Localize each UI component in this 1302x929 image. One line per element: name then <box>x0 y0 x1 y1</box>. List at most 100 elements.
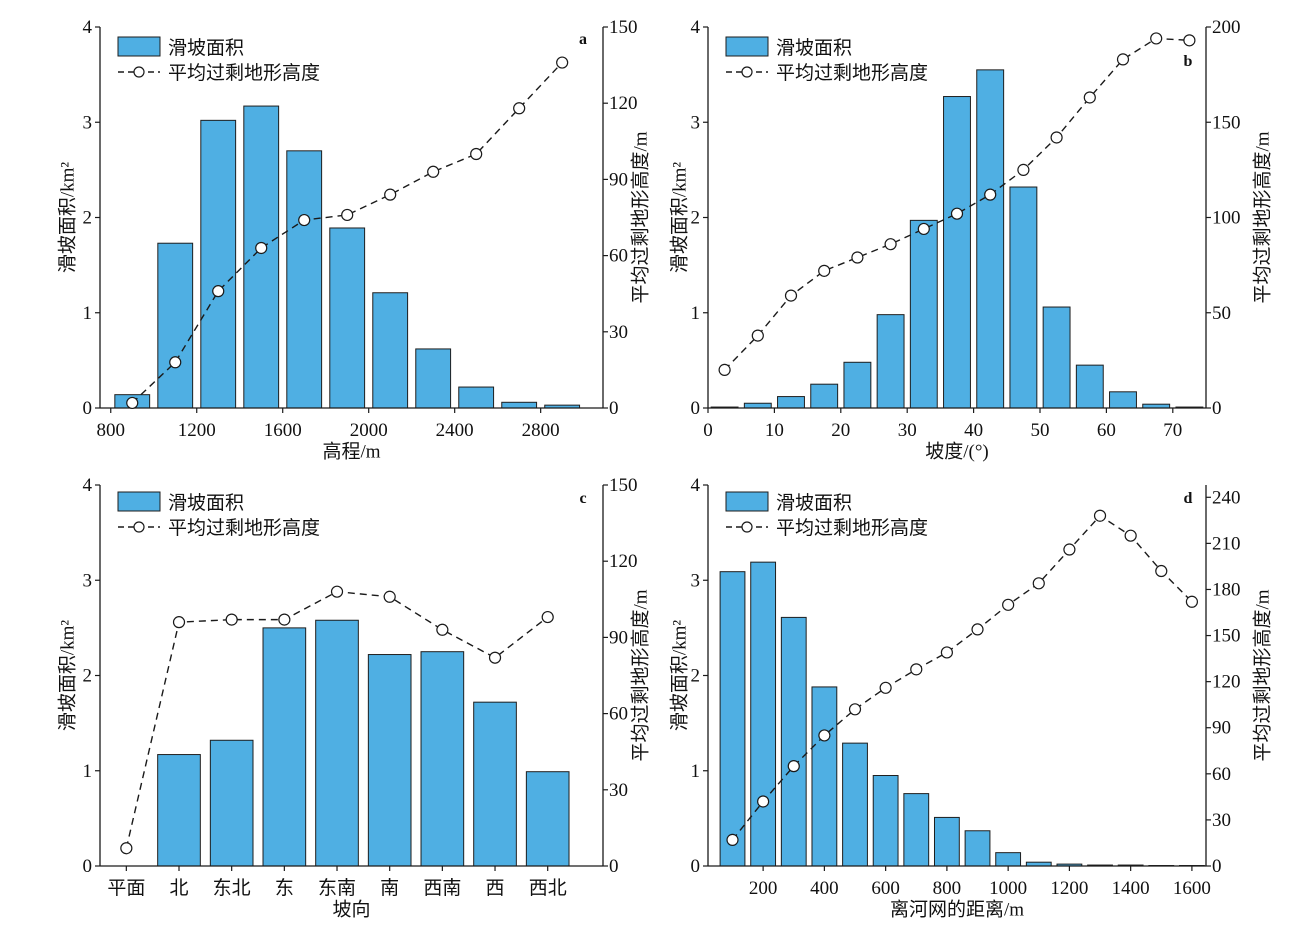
panel-c: 平面 北 东北 东 东南 南 西南 西 西北 0 1 2 3 4 0 30 60 90 120 150 坡向 滑坡面积/k… <box>57 475 652 921</box>
x-tick-label: 西 <box>486 878 505 899</box>
line-point <box>787 760 800 773</box>
line-point <box>330 585 344 598</box>
bar <box>415 348 452 409</box>
bar <box>329 227 366 409</box>
y2-tick-label: 60 <box>1212 764 1231 785</box>
y2-tick-label: 0 <box>609 856 619 877</box>
y2-tick-label: 210 <box>1212 533 1241 554</box>
y-tick-label: 4 <box>691 475 701 496</box>
y-tick-label: 1 <box>691 761 701 782</box>
panel-letter: c <box>579 490 586 507</box>
legend-label-bar: 滑坡面积 <box>776 492 852 514</box>
x-tick-label: 1200 <box>1050 878 1088 899</box>
bar <box>943 96 971 409</box>
line-point <box>1050 131 1063 144</box>
bar <box>750 561 777 867</box>
legend-bar-swatch <box>117 36 161 57</box>
bar <box>976 69 1005 409</box>
y2-tick-label: 0 <box>1212 398 1222 419</box>
panel-letter: a <box>579 31 587 48</box>
axis-titles: 离河网的距离/m 滑坡面积/km² 平均过剩地形高度/m <box>669 589 1274 920</box>
legend-label-line: 平均过剩地形高度 <box>776 517 928 539</box>
x-tick-label: 北 <box>169 877 188 899</box>
line-point <box>940 646 953 659</box>
bar <box>810 383 839 409</box>
axis-titles: 坡度/(°) 滑坡面积/km² 平均过剩地形高度/m <box>669 131 1274 462</box>
legend-label-line: 平均过剩地形高度 <box>168 62 320 84</box>
x-tick-label: 2400 <box>436 420 474 441</box>
bar <box>909 219 938 409</box>
line-point <box>818 264 831 277</box>
bar <box>903 793 930 867</box>
line-point <box>1150 32 1163 45</box>
line-point <box>427 165 440 178</box>
y2-tick-label: 200 <box>1212 17 1241 38</box>
bar <box>1009 186 1038 409</box>
line-point <box>1083 91 1096 104</box>
x-tick-label: 20 <box>831 420 850 441</box>
x-tick-label: 400 <box>810 878 839 899</box>
bar <box>525 771 570 867</box>
line-point <box>383 590 396 603</box>
x-tick-label: 70 <box>1163 420 1182 441</box>
panel-d: 200 400 600 800 1000 1200 1400 1600012340306090… <box>669 475 1274 921</box>
legend-label-line: 平均过剩地形高度 <box>776 62 928 84</box>
x-tick-label: 30 <box>898 420 917 441</box>
bar-series <box>157 619 570 867</box>
bar <box>843 361 872 409</box>
x-tick-label: 60 <box>1097 420 1116 441</box>
line-point <box>848 703 862 716</box>
line-point <box>278 613 291 626</box>
x-tick-label: 40 <box>964 420 983 441</box>
y-tick-label: 3 <box>83 570 93 591</box>
y2-tick-label: 50 <box>1212 303 1231 324</box>
line-point <box>851 251 864 264</box>
y2-tick-label: 90 <box>609 169 628 190</box>
y-tick-label: 1 <box>691 303 701 324</box>
y-axis-title: 滑坡面积/km² <box>57 162 79 274</box>
line-point <box>910 663 923 676</box>
y-tick-label: 0 <box>83 398 93 419</box>
legend-marker <box>133 521 145 533</box>
line-point <box>718 363 731 376</box>
y-tick-label: 2 <box>83 666 93 687</box>
bar <box>964 830 991 867</box>
panel-a: 800 1200 1600 2000 2400 2800 0 1 2 3 4 0 30 60 90 120 15… <box>57 17 652 463</box>
y2-tick-label: 90 <box>609 627 628 648</box>
y-tick-label: 1 <box>83 303 93 324</box>
line-point <box>879 681 892 694</box>
line-point <box>1185 595 1199 608</box>
y-tick-label: 0 <box>83 856 93 877</box>
line-point <box>556 56 569 69</box>
x-axis-title: 离河网的距离/m <box>890 899 1024 921</box>
line-point <box>225 613 238 626</box>
legend-bar-swatch <box>117 491 161 512</box>
line-point <box>1063 543 1076 556</box>
x-axis-title: 坡度/(°) <box>925 441 989 463</box>
y2-tick-label: 180 <box>1212 579 1241 600</box>
bar <box>1042 306 1071 409</box>
y2-tick-label: 150 <box>1212 112 1241 133</box>
x-tick-label: 1200 <box>178 420 216 441</box>
bar <box>243 105 280 409</box>
x-tick-label: 东南 <box>318 877 356 899</box>
line-point <box>971 623 984 636</box>
bar <box>811 686 838 867</box>
bar <box>157 754 201 867</box>
x-tick-label: 东 <box>275 877 294 899</box>
series-line <box>731 514 1193 841</box>
y2-tick-label: 60 <box>609 246 628 267</box>
y-tick-label: 3 <box>691 570 701 591</box>
y2-tick-label: 120 <box>609 551 638 572</box>
bar <box>157 242 194 409</box>
bar <box>262 627 307 867</box>
x-tick-label: 1400 <box>1112 878 1150 899</box>
line-point <box>1124 529 1137 542</box>
y-tick-label: 0 <box>691 398 701 419</box>
legend-marker <box>741 521 753 533</box>
line-point <box>384 188 397 201</box>
